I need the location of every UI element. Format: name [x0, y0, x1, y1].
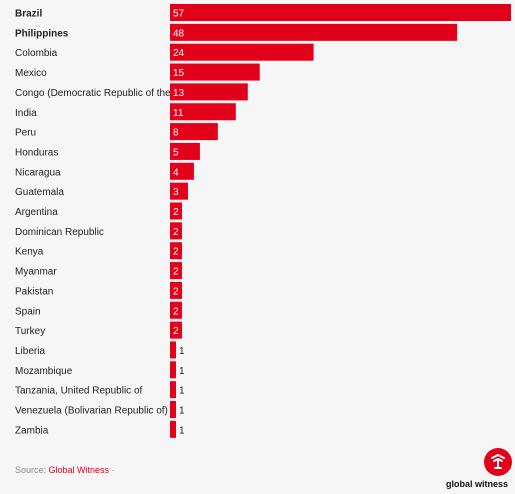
bar-peru[interactable] — [170, 123, 218, 141]
bar-brazil[interactable] — [170, 4, 511, 21]
category-label-zambia: Zambia — [15, 425, 49, 436]
category-label-liberia: Liberia — [15, 346, 45, 357]
category-label-mexico: Mexico — [15, 68, 47, 79]
category-label-brazil: Brazil — [15, 9, 42, 20]
value-label-philippines: 48 — [173, 28, 185, 39]
source-link[interactable]: Global Witness — [48, 465, 110, 475]
logo-text: global witness — [446, 479, 509, 489]
bar-zambia[interactable] — [170, 420, 176, 438]
value-label-colombia: 24 — [173, 48, 185, 59]
bar-tanzania-united-republic-of[interactable] — [170, 381, 176, 399]
source-suffix: · — [109, 465, 115, 475]
bar-colombia[interactable] — [170, 43, 314, 61]
category-label-nicaragua: Nicaragua — [15, 167, 61, 178]
category-label-myanmar: Myanmar — [15, 267, 57, 278]
bar-honduras[interactable] — [170, 142, 200, 160]
category-label-pakistan: Pakistan — [15, 286, 53, 297]
bar-philippines[interactable] — [170, 23, 458, 41]
bar-india[interactable] — [170, 103, 236, 121]
value-label-pakistan: 2 — [173, 286, 179, 297]
source-note: Source: Global Witness · — [15, 465, 115, 475]
bar-mexico[interactable] — [170, 63, 260, 81]
global-witness-logo[interactable]: global witness — [446, 448, 512, 489]
bar-kenya[interactable] — [170, 242, 182, 260]
value-label-congo-democratic-republic-of-the: 13 — [173, 88, 185, 99]
category-label-peru: Peru — [15, 128, 36, 139]
source-prefix: Source: — [15, 465, 49, 475]
value-label-turkey: 2 — [173, 326, 179, 337]
value-label-spain: 2 — [173, 306, 179, 317]
category-label-tanzania-united-republic-of: Tanzania, United Republic of — [15, 386, 143, 397]
bar-mozambique[interactable] — [170, 361, 176, 379]
category-label-venezuela-bolivarian-republic-of: Venezuela (Bolivarian Republic of) — [15, 406, 168, 417]
category-label-dominican-republic: Dominican Republic — [15, 227, 104, 238]
value-label-argentina: 2 — [173, 207, 179, 218]
value-label-honduras: 5 — [173, 147, 179, 158]
value-label-tanzania-united-republic-of: 1 — [179, 386, 185, 397]
bar-liberia[interactable] — [170, 341, 176, 359]
value-label-dominican-republic: 2 — [173, 227, 179, 238]
category-label-spain: Spain — [15, 306, 41, 317]
bar-dominican-republic[interactable] — [170, 222, 182, 240]
value-label-liberia: 1 — [179, 346, 185, 357]
logo-mark-icon — [484, 448, 512, 476]
value-label-zambia: 1 — [179, 425, 185, 436]
category-label-congo-democratic-republic-of-the: Congo (Democratic Republic of the) — [15, 88, 174, 99]
bar-congo-democratic-republic-of-the[interactable] — [170, 83, 248, 101]
bar-guatemala[interactable] — [170, 182, 188, 200]
value-label-mexico: 15 — [173, 68, 185, 79]
bar-argentina[interactable] — [170, 202, 182, 220]
value-label-brazil: 57 — [173, 9, 185, 20]
category-label-mozambique: Mozambique — [15, 366, 73, 377]
value-label-peru: 8 — [173, 128, 179, 139]
bar-spain[interactable] — [170, 301, 182, 319]
bar-nicaragua[interactable] — [170, 162, 194, 180]
category-label-philippines: Philippines — [15, 28, 69, 39]
category-label-turkey: Turkey — [15, 326, 45, 337]
category-label-honduras: Honduras — [15, 147, 58, 158]
bar-turkey[interactable] — [170, 321, 182, 339]
bar-venezuela-bolivarian-republic-of[interactable] — [170, 401, 176, 418]
value-label-nicaragua: 4 — [173, 167, 179, 178]
category-label-colombia: Colombia — [15, 48, 58, 59]
value-label-mozambique: 1 — [179, 366, 185, 377]
value-label-india: 11 — [173, 108, 184, 119]
bar-pakistan[interactable] — [170, 281, 182, 299]
value-label-venezuela-bolivarian-republic-of: 1 — [179, 406, 185, 417]
value-label-kenya: 2 — [173, 247, 179, 258]
category-label-guatemala: Guatemala — [15, 187, 64, 198]
category-label-india: India — [15, 108, 37, 119]
category-label-kenya: Kenya — [15, 247, 44, 258]
category-label-argentina: Argentina — [15, 207, 58, 218]
value-label-guatemala: 3 — [173, 187, 179, 198]
value-label-myanmar: 2 — [173, 267, 179, 278]
bar-myanmar[interactable] — [170, 262, 182, 280]
